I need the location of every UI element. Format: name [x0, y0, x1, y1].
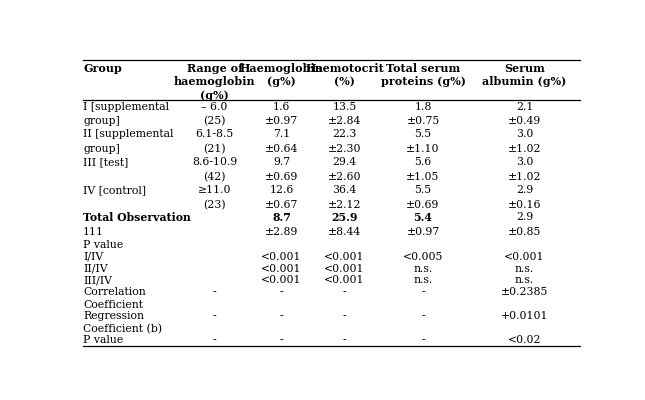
Text: -: -	[421, 335, 425, 345]
Text: II [supplemental: II [supplemental	[83, 129, 174, 139]
Text: P value: P value	[83, 240, 123, 250]
Text: ±0.49: ±0.49	[508, 116, 541, 126]
Text: ±0.2385: ±0.2385	[501, 287, 548, 297]
Text: III [test]: III [test]	[83, 157, 128, 167]
Text: -: -	[280, 335, 283, 345]
Text: 2.9: 2.9	[516, 212, 533, 222]
Text: ±2.12: ±2.12	[328, 200, 361, 210]
Text: 22.3: 22.3	[332, 129, 357, 139]
Text: P value: P value	[83, 335, 123, 345]
Text: I [supplemental: I [supplemental	[83, 102, 169, 112]
Text: Correlation: Correlation	[83, 287, 146, 297]
Text: <0.001: <0.001	[504, 252, 545, 262]
Text: Total Observation: Total Observation	[83, 212, 191, 224]
Text: <0.001: <0.001	[324, 275, 365, 285]
Text: ±2.89: ±2.89	[265, 227, 298, 237]
Text: I/IV: I/IV	[83, 252, 103, 262]
Text: Serum
albumin (g%): Serum albumin (g%)	[482, 63, 567, 88]
Text: Coefficient (b): Coefficient (b)	[83, 324, 163, 334]
Text: Total serum
proteins (g%): Total serum proteins (g%)	[381, 63, 466, 88]
Text: ±0.69: ±0.69	[265, 172, 298, 182]
Text: (42): (42)	[203, 172, 226, 182]
Text: ±2.60: ±2.60	[328, 172, 361, 182]
Text: Haemoglobin
(g%): Haemoglobin (g%)	[240, 63, 324, 88]
Text: <0.001: <0.001	[261, 264, 302, 274]
Text: 5.6: 5.6	[415, 157, 432, 167]
Text: 3.0: 3.0	[516, 157, 533, 167]
Text: 5.5: 5.5	[415, 185, 432, 195]
Text: 9.7: 9.7	[273, 157, 290, 167]
Text: 25.9: 25.9	[332, 212, 358, 224]
Text: Group: Group	[83, 63, 122, 74]
Text: Range of
haemoglobin
(g%): Range of haemoglobin (g%)	[174, 63, 255, 101]
Text: <0.001: <0.001	[324, 264, 365, 274]
Text: <0.001: <0.001	[261, 275, 302, 285]
Text: <0.02: <0.02	[508, 335, 541, 345]
Text: -: -	[342, 287, 346, 297]
Text: II/IV: II/IV	[83, 264, 108, 274]
Text: 2.1: 2.1	[516, 102, 533, 112]
Text: 8.6-10.9: 8.6-10.9	[192, 157, 237, 167]
Text: ±0.67: ±0.67	[265, 200, 298, 210]
Text: ±0.85: ±0.85	[508, 227, 541, 237]
Text: ±0.97: ±0.97	[406, 227, 440, 237]
Text: (25): (25)	[203, 116, 226, 127]
Text: 36.4: 36.4	[332, 185, 357, 195]
Text: ±8.44: ±8.44	[328, 227, 361, 237]
Text: III/IV: III/IV	[83, 275, 112, 285]
Text: n.s.: n.s.	[515, 264, 534, 274]
Text: -: -	[280, 311, 283, 321]
Text: <0.005: <0.005	[403, 252, 443, 262]
Text: ±1.02: ±1.02	[508, 144, 541, 154]
Text: 2.9: 2.9	[516, 185, 533, 195]
Text: ±1.10: ±1.10	[406, 144, 440, 154]
Text: ≥11.0: ≥11.0	[198, 185, 232, 195]
Text: Coefficient: Coefficient	[83, 300, 143, 310]
Text: ±1.02: ±1.02	[508, 172, 541, 182]
Text: n.s.: n.s.	[413, 264, 433, 274]
Text: Regression: Regression	[83, 311, 144, 321]
Text: <0.001: <0.001	[261, 252, 302, 262]
Text: 111: 111	[83, 227, 104, 237]
Text: 29.4: 29.4	[332, 157, 357, 167]
Text: -: -	[280, 287, 283, 297]
Text: 5.4: 5.4	[413, 212, 433, 224]
Text: group]: group]	[83, 144, 120, 154]
Text: ±0.75: ±0.75	[406, 116, 440, 126]
Text: -: -	[421, 287, 425, 297]
Text: 5.5: 5.5	[415, 129, 432, 139]
Text: <0.001: <0.001	[324, 252, 365, 262]
Text: ±2.30: ±2.30	[328, 144, 361, 154]
Text: – 6.0: – 6.0	[201, 102, 228, 112]
Text: ±1.05: ±1.05	[406, 172, 440, 182]
Text: 12.6: 12.6	[270, 185, 293, 195]
Text: ±0.64: ±0.64	[265, 144, 298, 154]
Text: group]: group]	[83, 116, 120, 126]
Text: 8.7: 8.7	[272, 212, 291, 224]
Text: (21): (21)	[203, 144, 226, 154]
Text: ±0.69: ±0.69	[406, 200, 440, 210]
Text: n.s.: n.s.	[515, 275, 534, 285]
Text: 3.0: 3.0	[516, 129, 533, 139]
Text: ±0.16: ±0.16	[508, 200, 541, 210]
Text: n.s.: n.s.	[413, 275, 433, 285]
Text: 13.5: 13.5	[332, 102, 357, 112]
Text: -: -	[213, 335, 217, 345]
Text: -: -	[421, 311, 425, 321]
Text: 7.1: 7.1	[273, 129, 290, 139]
Text: IV [control]: IV [control]	[83, 185, 146, 195]
Text: 1.6: 1.6	[273, 102, 290, 112]
Text: -: -	[342, 311, 346, 321]
Text: 1.8: 1.8	[414, 102, 432, 112]
Text: +0.0101: +0.0101	[501, 311, 548, 321]
Text: -: -	[342, 335, 346, 345]
Text: ±0.97: ±0.97	[265, 116, 298, 126]
Text: ±2.84: ±2.84	[328, 116, 361, 126]
Text: Haemotocrit
(%): Haemotocrit (%)	[305, 63, 384, 88]
Text: -: -	[213, 311, 217, 321]
Text: (23): (23)	[203, 200, 226, 210]
Text: 6.1-8.5: 6.1-8.5	[195, 129, 233, 139]
Text: -: -	[213, 287, 217, 297]
